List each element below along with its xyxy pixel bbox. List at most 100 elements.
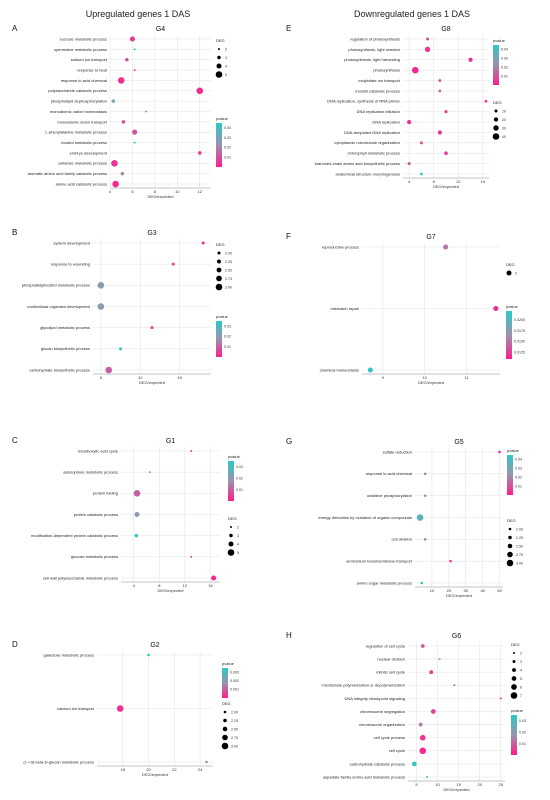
- data-point: [468, 57, 473, 62]
- y-tick-label: cellulose metabolic process: [58, 161, 107, 166]
- data-point: [112, 180, 119, 188]
- panel-letter: B: [12, 228, 17, 237]
- y-tick-label: phospholipid dephosphorylation: [51, 99, 107, 104]
- y-tick-label: phosphatidylinositol metabolic process: [22, 283, 90, 288]
- panel-d: D G2 18 20 22 24 galactose metabolic process ca…: [12, 640, 239, 777]
- data-point: [418, 722, 423, 727]
- color-legend-label: 0.03: [501, 57, 508, 61]
- y-tick-label: photosynthesis, light harvesting: [344, 57, 400, 62]
- y-tick-label: multicellular organism development: [27, 304, 91, 309]
- y-tick-label: embryo development: [70, 150, 108, 155]
- y-tick-label: protein catabolic process: [74, 512, 118, 517]
- x-tick-label: 18: [121, 767, 126, 772]
- data-point: [97, 282, 105, 289]
- y-tick-label: microtubule polymerization or depolymeri…: [321, 683, 405, 688]
- data-point: [444, 110, 448, 114]
- data-point: [423, 472, 427, 476]
- color-legend-title: pvalue: [507, 448, 520, 453]
- x-tick-label: 12: [456, 179, 461, 184]
- size-legend-dot: [494, 109, 498, 113]
- size-legend-label: 2.50: [231, 727, 238, 731]
- x-tick-label: 12: [198, 189, 203, 194]
- y-tick-label: cell division: [392, 537, 412, 542]
- y-tick-label: monoatomic cation homeostasis: [50, 109, 107, 114]
- data-point: [211, 575, 217, 581]
- y-tick-label: calcium ion transport: [57, 706, 95, 711]
- size-legend-dot: [227, 549, 235, 556]
- y-tick-label: monoatomic anion transport: [57, 119, 107, 124]
- color-legend-label: 0.01: [224, 155, 231, 159]
- x-tick-label: 8: [433, 179, 436, 184]
- y-tick-label: nuclear division: [377, 657, 405, 662]
- y-tick-label: cell cycle: [389, 748, 406, 753]
- data-point: [437, 130, 442, 135]
- data-point: [190, 450, 193, 452]
- y-tick-label: inositol metabolic process: [61, 140, 107, 145]
- size-legend-dot: [511, 684, 517, 690]
- size-legend-label: 3: [237, 534, 239, 538]
- x-tick-label: 25: [499, 782, 504, 787]
- color-legend-label: 0.01: [501, 74, 508, 78]
- data-point: [367, 367, 373, 373]
- y-tick-label: chromosome organization: [359, 722, 405, 727]
- panel-title: G7: [426, 234, 435, 241]
- size-legend-label: 10: [502, 109, 506, 113]
- size-legend-label: 5: [225, 73, 227, 77]
- panel-a: A G4 4 6 8 10 12 sucrose metabolic process sperm…: [12, 24, 231, 199]
- size-legend-dot: [217, 251, 221, 255]
- x-tick-label: 4: [408, 179, 411, 184]
- size-legend-label: 2: [225, 47, 227, 51]
- color-legend-label: 0.02: [224, 146, 231, 150]
- panel-b: B G3 5 10 15 system development response to wo…: [12, 228, 232, 385]
- data-point: [105, 366, 113, 374]
- data-point: [133, 490, 141, 497]
- x-axis-label: DEG/expected: [443, 787, 469, 792]
- y-tick-label: regulation of cell cycle: [366, 643, 406, 648]
- y-tick-label: glucan biosynthetic process: [41, 346, 90, 351]
- y-tick-label: response to acid chemical: [366, 471, 412, 476]
- size-legend-dot: [215, 283, 223, 291]
- size-legend-dot: [230, 526, 232, 528]
- color-legend-label: 0.003: [230, 670, 239, 674]
- y-tick-label: DNA-templated DNA replication: [344, 130, 400, 135]
- size-legend-label: 2.00: [225, 251, 232, 255]
- x-axis-label: DEG/expected: [147, 194, 173, 199]
- color-legend-label: 0.02: [224, 335, 231, 339]
- y-tick-label: cytoplasmic microtubule organization: [334, 140, 400, 145]
- y-tick-label: aromatic amino acid family catabolic pro…: [28, 171, 107, 176]
- size-legend-dot: [492, 133, 500, 140]
- y-tick-label: DNA replication initiation: [357, 109, 400, 114]
- size-legend-dot: [507, 551, 513, 558]
- size-legend-label: 5: [520, 677, 522, 681]
- x-axis-label: DEG/expected: [139, 380, 165, 385]
- size-legend-title: DEG: [228, 516, 237, 521]
- size-legend-label: 30: [502, 126, 506, 130]
- data-point: [132, 129, 138, 135]
- panel-g: G G5 10 20 30 40 50 sulfate reduction response t…: [286, 437, 523, 598]
- x-axis-label: DEG/expected: [446, 593, 472, 598]
- x-tick-label: 20: [146, 767, 151, 772]
- data-point: [426, 37, 430, 41]
- size-legend-dot: [221, 742, 229, 750]
- size-legend-title: DEG: [511, 642, 520, 647]
- size-legend-label: 5: [237, 551, 239, 555]
- y-tick-label: molybdate ion transport: [358, 78, 401, 83]
- x-tick-label: 6: [131, 189, 134, 194]
- data-point: [133, 69, 136, 72]
- color-legend-label: 0.02: [515, 475, 522, 479]
- size-legend-label: 40: [502, 135, 506, 139]
- x-tick-label: 10: [430, 588, 435, 593]
- data-point: [150, 326, 154, 330]
- data-point: [134, 533, 139, 538]
- data-point: [420, 581, 424, 585]
- data-point: [444, 151, 448, 156]
- y-tick-label: spermidine metabolic process: [54, 47, 107, 52]
- data-point: [133, 141, 136, 144]
- data-point: [423, 494, 427, 497]
- data-point: [438, 658, 441, 661]
- x-tick-label: 12: [183, 583, 188, 588]
- size-legend-dot: [216, 275, 222, 282]
- size-legend-label: 2.50: [516, 544, 523, 548]
- color-legend-label: 0.03: [515, 467, 522, 471]
